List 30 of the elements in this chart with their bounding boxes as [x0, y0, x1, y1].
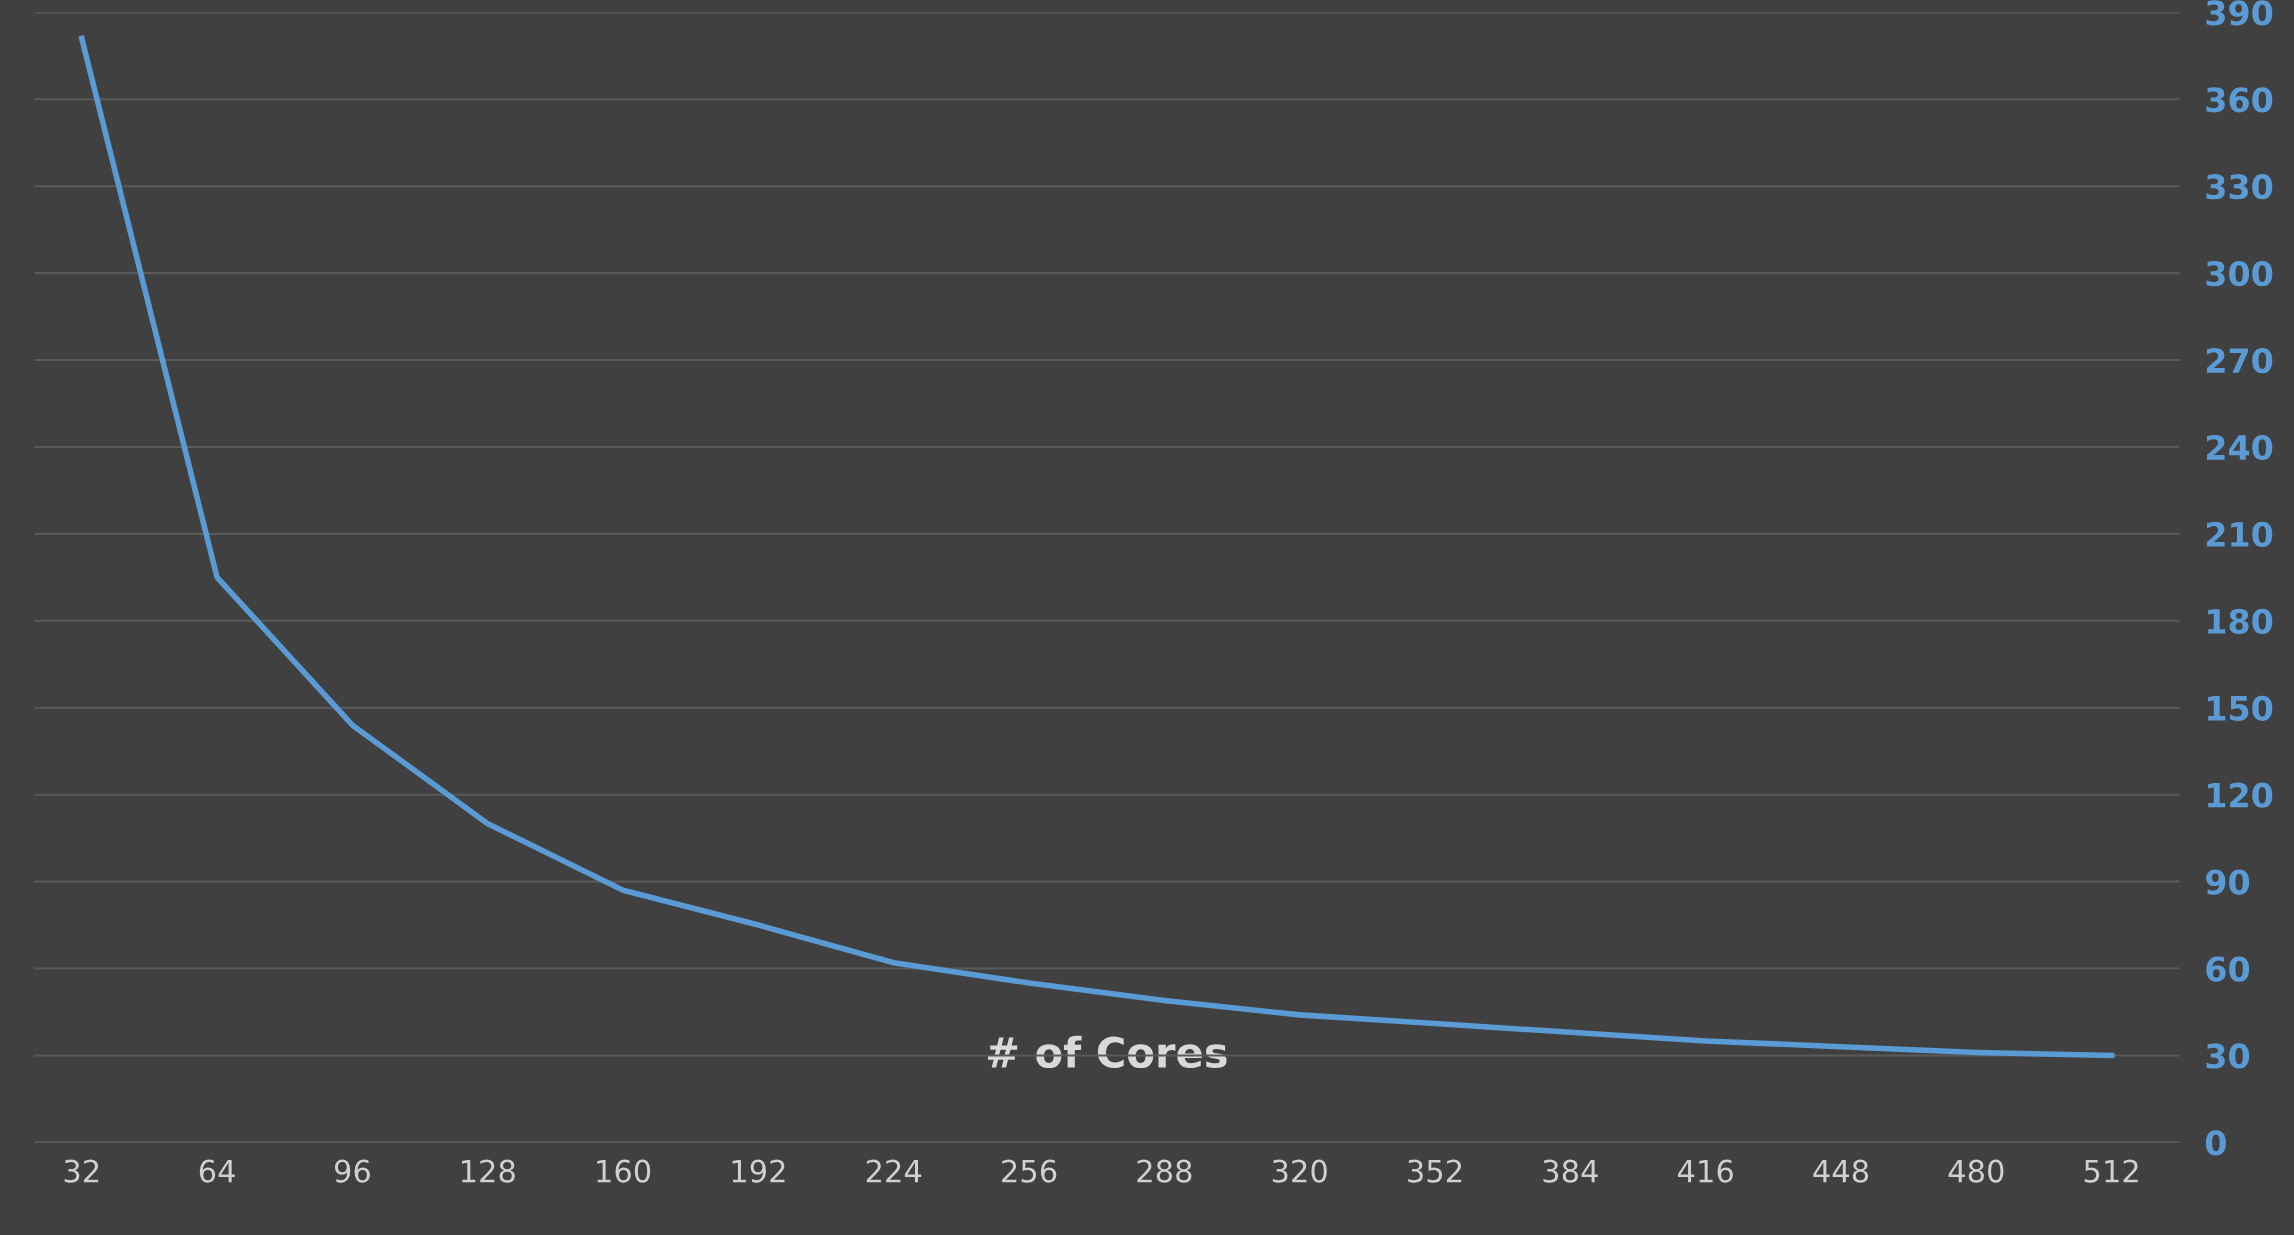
y-tick-label: 210	[2206, 521, 2273, 548]
y-tick-label: 240	[2206, 434, 2273, 461]
x-tick-label: 320	[1272, 1159, 1327, 1183]
x-tick-label: 160	[597, 1159, 651, 1183]
x-tick-label: 288	[1137, 1159, 1192, 1183]
x-tick-label: 448	[1813, 1159, 1869, 1183]
y-tick-label: 270	[2206, 347, 2273, 374]
x-tick-label: 128	[461, 1159, 515, 1183]
x-tick-label: 96	[334, 1159, 370, 1183]
y-tick-label: 180	[2208, 608, 2273, 634]
x-tick-label: 352	[1408, 1159, 1462, 1183]
y-tick-label: 330	[2206, 174, 2273, 200]
x-tick-label: 512	[2084, 1159, 2138, 1183]
x-tick-label: 480	[1948, 1159, 2004, 1183]
y-tick-label: 60	[2206, 956, 2250, 982]
y-tick-label: 90	[2206, 869, 2250, 895]
y-tick-label: 120	[2208, 782, 2273, 808]
y-tick-label: 30	[2206, 1043, 2250, 1069]
x-tick-label: 256	[1002, 1159, 1057, 1183]
x-tick-label: 384	[1543, 1159, 1598, 1183]
y-tick-label: 390	[2206, 0, 2273, 26]
y-tick-label: 360	[2206, 87, 2273, 113]
x-tick-label: 416	[1678, 1159, 1733, 1183]
y-tick-label: 150	[2208, 695, 2273, 721]
x-tick-label: 64	[199, 1159, 235, 1183]
x-tick-label: 224	[866, 1159, 922, 1183]
x-tick-label: 192	[732, 1159, 785, 1183]
x-tick-label: 32	[64, 1159, 99, 1183]
y-tick-label: 0	[2205, 1130, 2226, 1156]
y-tick-label: 300	[2206, 261, 2273, 287]
